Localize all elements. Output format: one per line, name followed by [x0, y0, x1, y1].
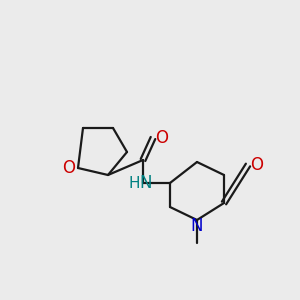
Text: O: O	[62, 159, 76, 177]
Text: O: O	[250, 156, 263, 174]
Text: N: N	[191, 217, 203, 235]
Text: H: H	[128, 176, 140, 190]
Text: N: N	[140, 174, 152, 192]
Text: O: O	[155, 129, 169, 147]
